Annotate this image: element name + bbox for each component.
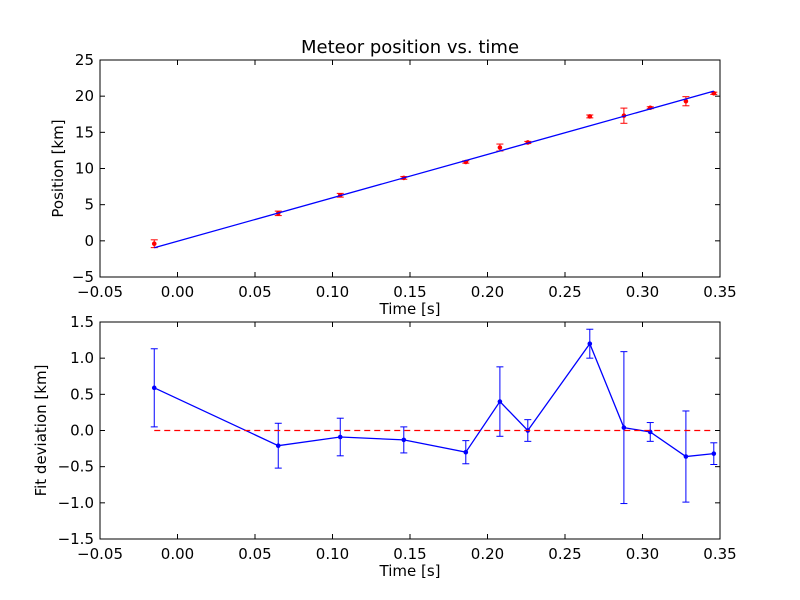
data-marker [621, 425, 627, 430]
data-marker [711, 451, 717, 456]
y-tick-label: 1.5 [70, 313, 94, 331]
plot-frame [99, 59, 721, 278]
data-marker [497, 399, 503, 404]
x-tick-label: 0.25 [548, 545, 581, 563]
x-tick-label: 0.05 [238, 283, 271, 301]
y-tick-label: −1.0 [58, 494, 94, 512]
data-point [682, 96, 690, 107]
data-point [620, 351, 628, 505]
data-point [710, 442, 718, 465]
data-marker [275, 443, 281, 448]
data-marker [711, 90, 717, 96]
x-tick-label: 0.35 [703, 545, 736, 563]
data-marker [401, 437, 407, 443]
y-tick-label: 20 [75, 87, 94, 105]
x-tick-label: 0.00 [161, 283, 194, 301]
deviation-line [153, 342, 714, 458]
x-tick-label: 0.20 [471, 545, 504, 563]
data-marker [463, 449, 469, 455]
x-tick-label: −0.05 [77, 283, 123, 301]
data-marker [587, 114, 593, 119]
deviation-chart-marks [150, 328, 718, 505]
x-tick-label: 0.20 [471, 283, 504, 301]
y-tick-label: 25 [75, 51, 94, 69]
data-point [150, 239, 158, 249]
data-point [586, 328, 594, 359]
position-chart-ticks: −0.05 0.00 0.05 0.10 0.15 0.20 0.25 0.30 0.35 −5 0… [72, 51, 737, 301]
y-tick-label: 0.0 [70, 422, 94, 440]
data-marker [683, 98, 689, 104]
plot-frame [99, 321, 721, 540]
data-point [150, 348, 158, 428]
x-tick-label: 0.10 [316, 545, 349, 563]
data-point [462, 440, 470, 465]
x-tick-label: 0.25 [548, 283, 581, 301]
data-marker [151, 241, 157, 247]
deviation-chart: −0.05 0.00 0.05 0.10 0.15 0.20 0.25 0.30 0.35 −1.… [32, 313, 737, 580]
chart-title: Meteor position vs. time [301, 37, 519, 58]
x-tick-label: 0.00 [161, 545, 194, 563]
y-tick-label: 5 [84, 196, 94, 214]
x-tick-label: 0.15 [393, 545, 426, 563]
position-chart: Meteor position vs. time −0.05 0.00 0.05 0.… [49, 37, 737, 318]
data-marker [497, 145, 503, 150]
x-tick-label: 0.35 [703, 283, 736, 301]
x-axis-label: Time [s] [379, 562, 441, 580]
x-tick-label: 0.30 [626, 545, 659, 563]
x-tick-label: 0.05 [238, 545, 271, 563]
fit-line [154, 90, 714, 249]
y-tick-label: 15 [75, 123, 94, 141]
y-axis-label: Fit deviation [km] [32, 365, 50, 497]
data-point [400, 426, 408, 454]
x-tick-label: 0.10 [316, 283, 349, 301]
data-marker [587, 341, 593, 347]
deviation-chart-ticks: −0.05 0.00 0.05 0.10 0.15 0.20 0.25 0.30 0.35 −1.… [58, 313, 737, 563]
y-tick-label: −5 [72, 268, 94, 286]
data-marker [337, 434, 343, 440]
data-point [682, 410, 690, 503]
position-chart-marks [150, 90, 718, 249]
x-axis-label: Time [s] [379, 300, 441, 318]
data-point [586, 114, 594, 119]
data-point [496, 366, 504, 437]
data-marker [151, 385, 157, 391]
y-tick-label: −1.5 [58, 530, 94, 548]
x-tick-label: 0.30 [626, 283, 659, 301]
y-tick-label: 0 [84, 232, 94, 250]
x-tick-label: 0.15 [393, 283, 426, 301]
x-tick-label: −0.05 [77, 545, 123, 563]
y-tick-label: −0.5 [58, 458, 94, 476]
y-axis-label: Position [km] [49, 119, 67, 217]
y-tick-label: 1.0 [70, 349, 94, 367]
y-tick-label: 0.5 [70, 385, 94, 403]
y-tick-label: 10 [75, 160, 94, 178]
data-marker [683, 454, 689, 459]
data-point [336, 417, 344, 457]
